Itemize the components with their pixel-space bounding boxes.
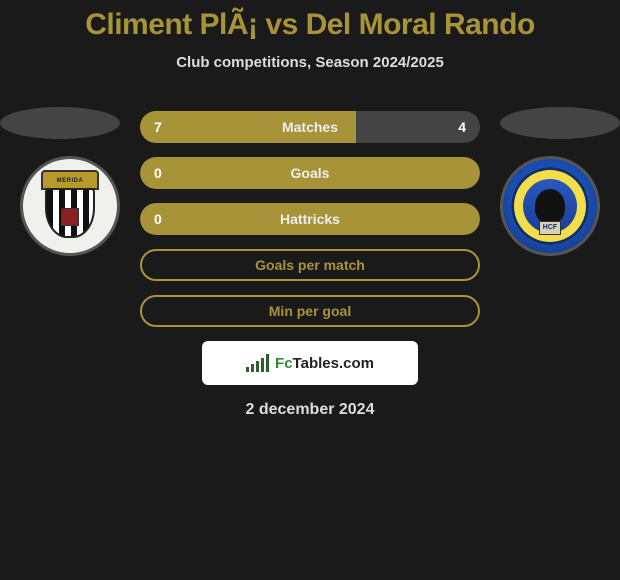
stat-left-value: 0 — [154, 211, 162, 227]
stat-bars: 7 4 Matches 0 Goals 0 Hattricks Goals per match… — [140, 111, 480, 327]
stat-label: Matches — [282, 119, 338, 135]
merida-crest: MERIDA — [37, 166, 103, 246]
stats-area: MERIDA HCF 7 4 Matches 0 Goals 0 Hattricks Goal… — [0, 111, 620, 327]
stat-label: Goals per match — [255, 257, 365, 273]
right-ellipse-decor — [500, 107, 620, 139]
stat-row-hattricks: 0 Hattricks — [140, 203, 480, 235]
stat-label: Hattricks — [280, 211, 340, 227]
comparison-infographic: Climent PlÃ¡ vs Del Moral Rando Club com… — [0, 0, 620, 419]
brand-chart-bar — [251, 364, 254, 372]
brand-prefix: Fc — [275, 355, 293, 372]
brand-chart-bar — [256, 361, 259, 372]
brand-chart-icon — [246, 354, 269, 372]
brand-chart-bar — [266, 354, 269, 372]
page-title: Climent PlÃ¡ vs Del Moral Rando — [0, 8, 620, 42]
brand-text: FcTables.com — [275, 355, 374, 372]
stat-left-value: 0 — [154, 165, 162, 181]
stat-row-min-per-goal: Min per goal — [140, 295, 480, 327]
stat-left-value: 7 — [154, 119, 162, 135]
footer-brand-box: FcTables.com — [202, 341, 418, 385]
hercules-head-icon — [535, 189, 565, 223]
page-subtitle: Club competitions, Season 2024/2025 — [0, 54, 620, 71]
left-club-logo: MERIDA — [20, 156, 120, 256]
left-ellipse-decor — [0, 107, 120, 139]
stat-label: Min per goal — [269, 303, 351, 319]
stat-right-value: 4 — [458, 119, 466, 135]
merida-shield-center — [61, 208, 79, 226]
hercules-tag: HCF — [539, 221, 561, 235]
stat-row-goals: 0 Goals — [140, 157, 480, 189]
stat-row-matches: 7 4 Matches — [140, 111, 480, 143]
hercules-ring: HCF — [511, 167, 589, 245]
merida-banner: MERIDA — [41, 170, 99, 190]
brand-chart-bar — [261, 358, 264, 372]
brand-suffix: Tables.com — [293, 355, 374, 372]
stat-label: Goals — [291, 165, 330, 181]
brand-chart-bar — [246, 367, 249, 372]
stat-row-goals-per-match: Goals per match — [140, 249, 480, 281]
footer-date: 2 december 2024 — [0, 401, 620, 419]
hercules-inner: HCF — [523, 179, 577, 233]
right-club-logo: HCF — [500, 156, 600, 256]
